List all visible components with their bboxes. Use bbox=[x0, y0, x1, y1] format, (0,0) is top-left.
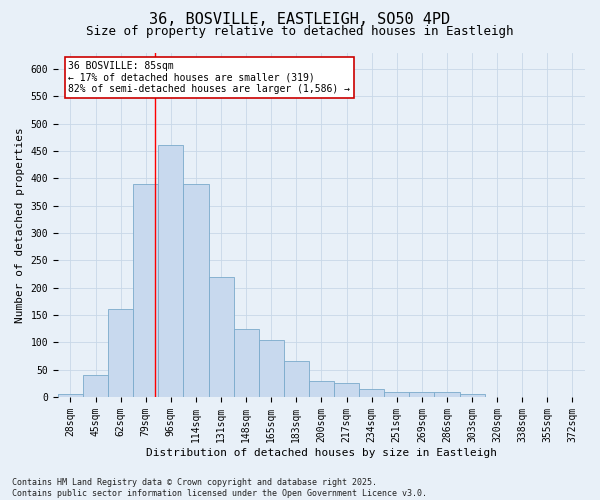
Text: Contains HM Land Registry data © Crown copyright and database right 2025.
Contai: Contains HM Land Registry data © Crown c… bbox=[12, 478, 427, 498]
Bar bbox=[359, 389, 384, 397]
Bar bbox=[108, 310, 133, 397]
Bar bbox=[58, 394, 83, 397]
Text: 36 BOSVILLE: 85sqm
← 17% of detached houses are smaller (319)
82% of semi-detach: 36 BOSVILLE: 85sqm ← 17% of detached hou… bbox=[68, 61, 350, 94]
Bar bbox=[233, 328, 259, 397]
Y-axis label: Number of detached properties: Number of detached properties bbox=[15, 127, 25, 322]
Bar bbox=[309, 380, 334, 397]
Bar bbox=[334, 384, 359, 397]
Bar bbox=[259, 340, 284, 397]
Bar bbox=[184, 184, 209, 397]
Bar bbox=[460, 394, 485, 397]
Bar bbox=[158, 146, 184, 397]
Bar bbox=[209, 276, 233, 397]
Bar bbox=[133, 184, 158, 397]
Bar bbox=[384, 392, 409, 397]
Bar bbox=[284, 362, 309, 397]
Text: 36, BOSVILLE, EASTLEIGH, SO50 4PD: 36, BOSVILLE, EASTLEIGH, SO50 4PD bbox=[149, 12, 451, 28]
Bar bbox=[434, 392, 460, 397]
Bar bbox=[83, 375, 108, 397]
Bar bbox=[409, 392, 434, 397]
X-axis label: Distribution of detached houses by size in Eastleigh: Distribution of detached houses by size … bbox=[146, 448, 497, 458]
Text: Size of property relative to detached houses in Eastleigh: Size of property relative to detached ho… bbox=[86, 25, 514, 38]
